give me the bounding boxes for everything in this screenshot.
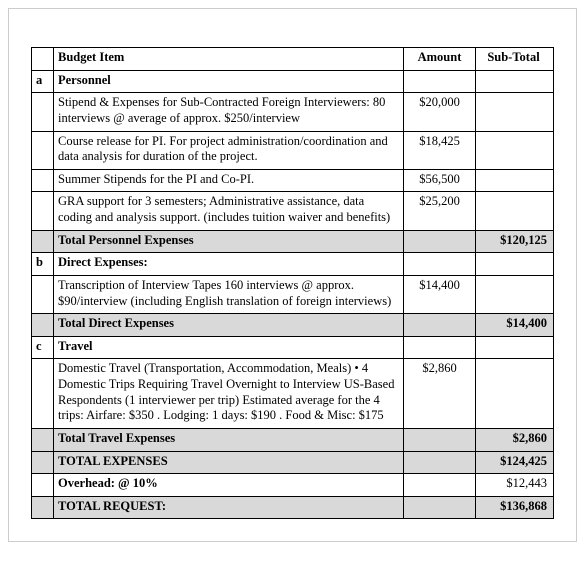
- cell-blank: [404, 336, 476, 359]
- section-c-total: $2,860: [476, 428, 554, 451]
- item-desc: Transcription of Interview Tapes 160 int…: [54, 275, 404, 313]
- item-desc: Summer Stipends for the PI and Co-PI.: [54, 169, 404, 192]
- item-desc: Course release for PI. For project admin…: [54, 131, 404, 169]
- header-subtotal: Sub-Total: [476, 48, 554, 71]
- item-amount: $18,425: [404, 131, 476, 169]
- section-a-title-row: a Personnel: [32, 70, 554, 93]
- cell-blank: [476, 131, 554, 169]
- section-c-title: Travel: [54, 336, 404, 359]
- overhead-row: Overhead: @ 10% $12,443: [32, 474, 554, 497]
- cell-blank: [32, 169, 54, 192]
- cell-blank: [32, 451, 54, 474]
- cell-blank: [32, 230, 54, 253]
- cell-blank: [32, 93, 54, 131]
- cell-blank: [32, 496, 54, 519]
- table-row: GRA support for 3 semesters; Administrat…: [32, 192, 554, 230]
- table-row: Course release for PI. For project admin…: [32, 131, 554, 169]
- cell-blank: [32, 131, 54, 169]
- cell-blank: [404, 253, 476, 276]
- cell-blank: [32, 474, 54, 497]
- item-amount: $56,500: [404, 169, 476, 192]
- table-row: Stipend & Expenses for Sub-Contracted Fo…: [32, 93, 554, 131]
- total-request-row: TOTAL REQUEST: $136,868: [32, 496, 554, 519]
- total-expenses: $124,425: [476, 451, 554, 474]
- cell-blank: [404, 451, 476, 474]
- section-a-title: Personnel: [54, 70, 404, 93]
- section-a-total-row: Total Personnel Expenses $120,125: [32, 230, 554, 253]
- table-row: Summer Stipends for the PI and Co-PI. $5…: [32, 169, 554, 192]
- cell-blank: [404, 230, 476, 253]
- section-b-total-label: Total Direct Expenses: [54, 314, 404, 337]
- header-item: Budget Item: [54, 48, 404, 71]
- cell-blank: [476, 275, 554, 313]
- section-c-total-row: Total Travel Expenses $2,860: [32, 428, 554, 451]
- table-row: Transcription of Interview Tapes 160 int…: [32, 275, 554, 313]
- total-expenses-row: TOTAL EXPENSES $124,425: [32, 451, 554, 474]
- cell-blank: [32, 359, 54, 429]
- section-b-total-row: Total Direct Expenses $14,400: [32, 314, 554, 337]
- item-amount: $20,000: [404, 93, 476, 131]
- cell-blank: [404, 70, 476, 93]
- cell-blank: [32, 314, 54, 337]
- section-b-total: $14,400: [476, 314, 554, 337]
- section-c-title-row: c Travel: [32, 336, 554, 359]
- cell-blank: [476, 359, 554, 429]
- section-b-title-row: b Direct Expenses:: [32, 253, 554, 276]
- total-request-label: TOTAL REQUEST:: [54, 496, 404, 519]
- item-desc: GRA support for 3 semesters; Administrat…: [54, 192, 404, 230]
- overhead-amount: $12,443: [476, 474, 554, 497]
- cell-blank: [476, 93, 554, 131]
- overhead-label: Overhead: @ 10%: [54, 474, 404, 497]
- budget-table-frame: Budget Item Amount Sub-Total a Personnel…: [8, 8, 577, 542]
- cell-blank: [404, 496, 476, 519]
- cell-blank: [32, 428, 54, 451]
- header-row: Budget Item Amount Sub-Total: [32, 48, 554, 71]
- header-blank: [32, 48, 54, 71]
- section-a-total: $120,125: [476, 230, 554, 253]
- item-amount: $2,860: [404, 359, 476, 429]
- section-c-total-label: Total Travel Expenses: [54, 428, 404, 451]
- cell-blank: [476, 169, 554, 192]
- cell-blank: [404, 314, 476, 337]
- cell-blank: [404, 474, 476, 497]
- section-c-letter: c: [32, 336, 54, 359]
- item-amount: $25,200: [404, 192, 476, 230]
- item-desc: Domestic Travel (Transportation, Accommo…: [54, 359, 404, 429]
- cell-blank: [32, 275, 54, 313]
- item-desc: Stipend & Expenses for Sub-Contracted Fo…: [54, 93, 404, 131]
- total-expenses-label: TOTAL EXPENSES: [54, 451, 404, 474]
- section-a-total-label: Total Personnel Expenses: [54, 230, 404, 253]
- cell-blank: [32, 192, 54, 230]
- cell-blank: [476, 192, 554, 230]
- item-amount: $14,400: [404, 275, 476, 313]
- section-b-letter: b: [32, 253, 54, 276]
- total-request: $136,868: [476, 496, 554, 519]
- header-amount: Amount: [404, 48, 476, 71]
- cell-blank: [476, 70, 554, 93]
- cell-blank: [476, 336, 554, 359]
- section-b-title: Direct Expenses:: [54, 253, 404, 276]
- cell-blank: [476, 253, 554, 276]
- table-row: Domestic Travel (Transportation, Accommo…: [32, 359, 554, 429]
- section-a-letter: a: [32, 70, 54, 93]
- cell-blank: [404, 428, 476, 451]
- budget-table: Budget Item Amount Sub-Total a Personnel…: [31, 47, 554, 519]
